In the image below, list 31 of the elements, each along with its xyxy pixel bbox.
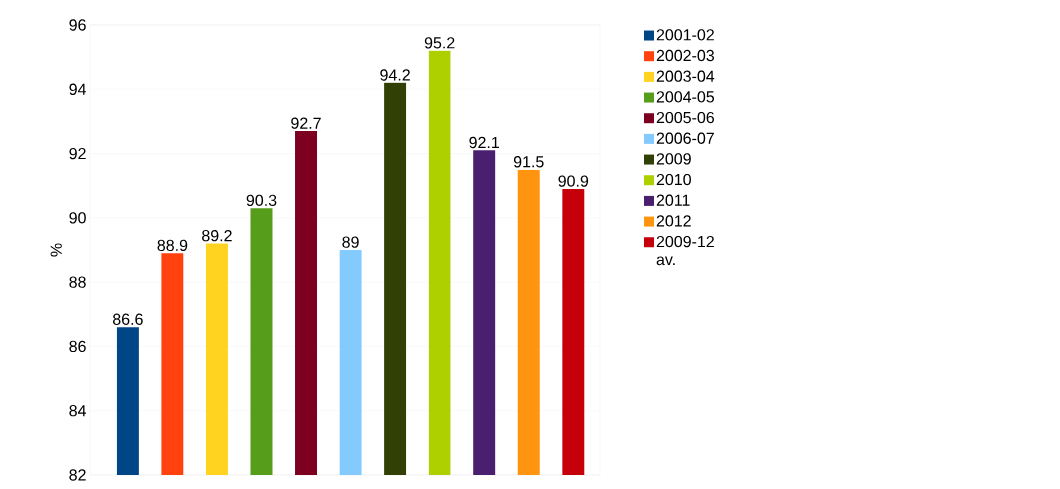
y-tick-label: 82 [69, 469, 86, 481]
legend-label: 2002-03 [656, 49, 714, 62]
data-label: 90.9 [558, 175, 589, 187]
y-tick-label: 96 [69, 19, 86, 31]
data-label: 95.2 [424, 37, 455, 49]
data-label: 89.2 [202, 230, 232, 242]
y-tick-label: 88 [69, 276, 86, 288]
y-tick-label: 94 [69, 83, 86, 95]
legend-label: 2011 [656, 194, 690, 206]
legend-label: 2009-12 av. [656, 235, 714, 266]
y-tick-label: 92 [69, 147, 86, 160]
legend-label: 2012 [656, 215, 691, 227]
data-label: 92.1 [469, 136, 499, 149]
data-label: 94.2 [380, 69, 410, 81]
data-label: 90.3 [246, 194, 277, 206]
data-label: 91.5 [513, 156, 544, 168]
legend-label: 2004-05 [656, 91, 715, 103]
legend-label: 2009 [656, 153, 691, 165]
data-label: 88.9 [157, 239, 188, 251]
legend-label: 2006-07 [656, 132, 714, 144]
y-tick-label: 90 [69, 212, 86, 224]
y-axis-title: % [50, 243, 62, 257]
data-label: 89 [342, 236, 359, 248]
y-tick-label: 84 [69, 405, 86, 417]
y-tick-label: 86 [69, 340, 86, 353]
legend-label: 2010 [656, 173, 691, 186]
data-label: 92.7 [291, 117, 321, 129]
legend-label: 2005-06 [656, 111, 714, 124]
legend-label: 2001-02 [656, 29, 714, 41]
legend-label: 2003-04 [656, 70, 715, 82]
data-label: 86.6 [112, 313, 143, 325]
